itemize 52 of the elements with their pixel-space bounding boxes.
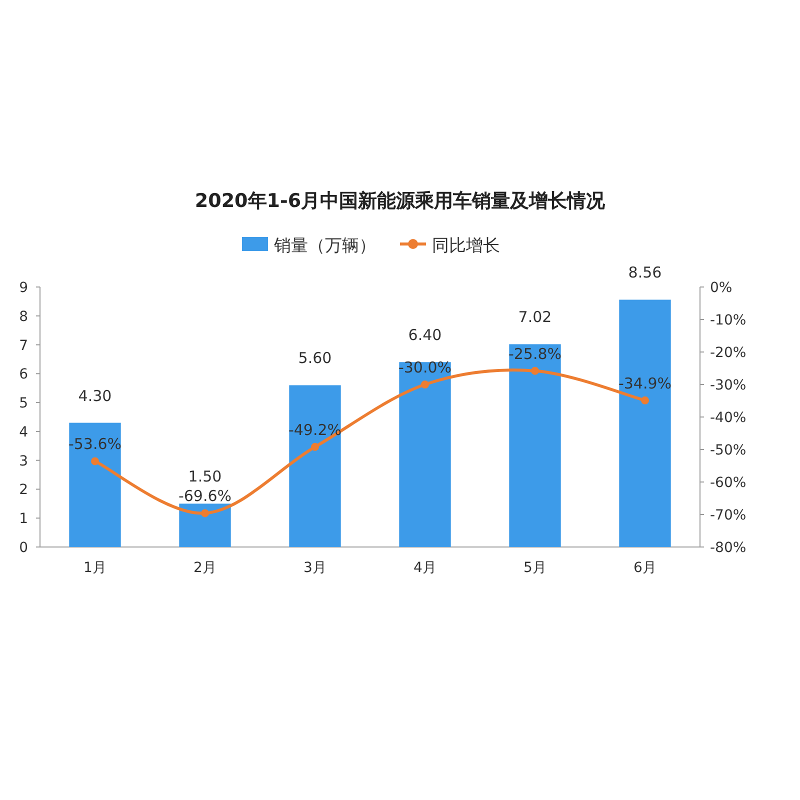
- data-label: 8.56: [628, 264, 662, 282]
- data-label: -69.6%: [178, 487, 232, 506]
- data-label: -53.6%: [68, 435, 122, 454]
- chart-title: 2020年1-6月中国新能源乘用车销量及增长情况: [194, 190, 606, 212]
- data-label: 5.60: [298, 349, 332, 368]
- bar: [179, 504, 231, 547]
- y-tick-label: 7: [19, 338, 28, 354]
- data-label: -34.9%: [618, 374, 672, 392]
- data-label: -25.8%: [508, 344, 562, 363]
- bar: [619, 300, 671, 547]
- x-tick-label: 4月: [414, 560, 436, 576]
- bar: [69, 422, 121, 547]
- data-label: 7.02: [518, 308, 552, 326]
- y2-tick-label: -80%: [710, 540, 746, 556]
- y-tick-label: 2: [19, 482, 28, 498]
- y2-tick-label: -70%: [710, 508, 746, 524]
- x-tick-label: 3月: [304, 560, 326, 576]
- x-tick-label: 5月: [524, 560, 546, 576]
- y-tick-label: 9: [19, 280, 28, 296]
- y2-tick-label: -60%: [710, 475, 746, 491]
- point: [311, 442, 319, 451]
- y-tick-label: 1: [19, 511, 28, 528]
- point: [421, 380, 429, 388]
- x-tick-label: 2月: [194, 560, 216, 576]
- data-label: -30.0%: [398, 358, 452, 376]
- y2-tick-label: 0%: [710, 280, 732, 296]
- y2-tick-label: -40%: [710, 410, 746, 426]
- y-tick-label: 3: [19, 453, 28, 470]
- y-tick-label: 8: [19, 308, 28, 325]
- point: [641, 396, 649, 404]
- y2-tick-label: -10%: [710, 312, 746, 328]
- bar: [509, 344, 561, 547]
- x-tick-label: 6月: [634, 560, 656, 576]
- y-tick-label: 0: [19, 540, 28, 556]
- legend-label: 销量（万辆）: [273, 236, 376, 256]
- point: [531, 366, 539, 375]
- bar: [399, 362, 451, 547]
- y2-tick-label: -50%: [710, 442, 746, 458]
- data-label: -49.2%: [288, 420, 342, 439]
- data-label: 4.30: [78, 386, 112, 405]
- x-tick-label: 1月: [84, 560, 106, 576]
- y2-tick-label: -20%: [710, 345, 746, 361]
- legend-label: 同比增长: [432, 236, 500, 256]
- y-tick-label: 5: [19, 396, 28, 412]
- y-tick-label: 6: [19, 366, 28, 383]
- y-tick-label: 4: [19, 424, 28, 440]
- y2-tick-label: -30%: [710, 378, 746, 394]
- bar: [289, 385, 341, 547]
- data-label: 1.50: [188, 468, 222, 486]
- data-label: 6.40: [408, 326, 442, 344]
- point: [201, 509, 209, 518]
- point: [91, 457, 99, 466]
